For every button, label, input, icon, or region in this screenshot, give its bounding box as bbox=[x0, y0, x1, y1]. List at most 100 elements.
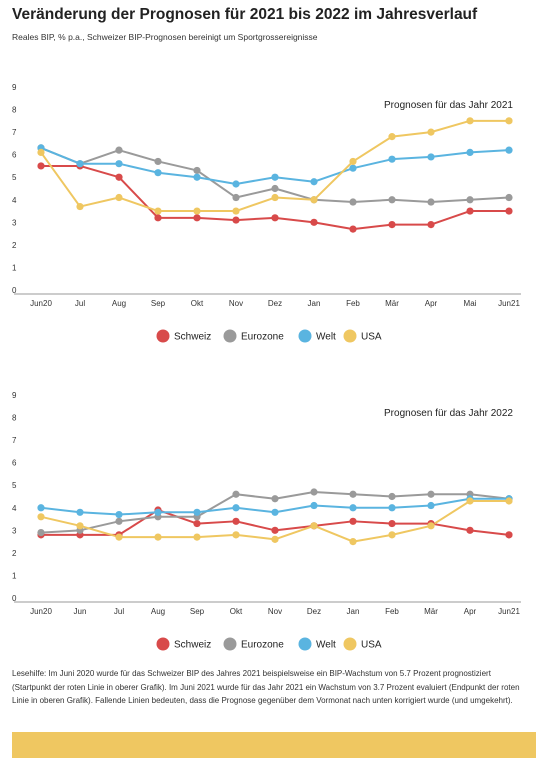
x-tick-label: Jun20 bbox=[30, 299, 52, 308]
data-point-welt bbox=[115, 510, 123, 519]
chart-2021: 0 1 2 3 4 5 6 7 8 9 Jun20 Jul Aug Sep Okt Nov Dez Jan Feb M… bbox=[0, 68, 542, 368]
data-point-usa bbox=[466, 117, 474, 125]
x-tick-label: Jul bbox=[75, 299, 85, 308]
data-point-welt bbox=[154, 508, 162, 516]
y-tick-label: 8 bbox=[12, 414, 17, 423]
data-point-eurozone bbox=[349, 198, 357, 206]
data-point-schweiz bbox=[232, 517, 240, 525]
data-point-schweiz bbox=[37, 162, 45, 170]
data-point-usa bbox=[76, 202, 84, 211]
data-point-schweiz bbox=[349, 517, 357, 525]
data-point-eurozone bbox=[232, 193, 240, 202]
data-point-eurozone bbox=[115, 517, 123, 525]
data-point-usa bbox=[427, 128, 435, 136]
legend-swatch-eurozone bbox=[223, 329, 237, 343]
reading-help-note: Lesehilfe: Im Juni 2020 wurde für das Sc… bbox=[12, 669, 520, 705]
data-point-schweiz bbox=[427, 220, 435, 229]
data-point-welt bbox=[466, 148, 474, 157]
y-tick-label: 0 bbox=[12, 594, 17, 603]
data-point-welt bbox=[505, 146, 513, 154]
x-tick-label: Jun bbox=[74, 607, 87, 616]
data-point-usa bbox=[505, 497, 513, 505]
data-point-eurozone bbox=[388, 196, 396, 204]
data-point-usa bbox=[115, 533, 123, 541]
data-point-schweiz bbox=[271, 526, 279, 534]
x-tick-label: Feb bbox=[385, 607, 399, 616]
data-point-schweiz bbox=[505, 531, 513, 539]
data-point-usa bbox=[232, 207, 240, 215]
legend-swatch-schweiz bbox=[156, 329, 170, 343]
y-tick-label: 9 bbox=[12, 83, 17, 92]
data-point-schweiz bbox=[349, 225, 357, 233]
data-point-eurozone bbox=[232, 490, 240, 498]
page-subtitle: Reales BIP, % p.a., Schweizer BIP-Progno… bbox=[12, 32, 318, 42]
data-point-welt bbox=[154, 169, 162, 177]
legend-swatch-schweiz bbox=[156, 637, 170, 651]
y-tick-label: 4 bbox=[12, 196, 17, 205]
y-tick-label: 5 bbox=[12, 481, 17, 490]
x-tick-label: Jun20 bbox=[30, 607, 52, 616]
legend-label-schweiz: Schweiz bbox=[174, 332, 211, 343]
data-point-eurozone bbox=[310, 488, 318, 496]
y-tick-label: 1 bbox=[12, 263, 17, 272]
data-point-usa bbox=[388, 531, 396, 539]
data-point-eurozone bbox=[427, 490, 435, 498]
x-tick-label: Jan bbox=[347, 607, 360, 616]
x-tick-label: Sep bbox=[151, 299, 166, 308]
x-tick-label: Okt bbox=[230, 607, 243, 616]
y-tick-label: 5 bbox=[12, 173, 17, 182]
x-tick-label: Mai bbox=[464, 299, 477, 308]
data-point-schweiz bbox=[154, 214, 162, 222]
data-point-welt bbox=[193, 173, 201, 181]
y-tick-label: 3 bbox=[12, 218, 17, 227]
y-tick-label: 0 bbox=[12, 286, 17, 295]
data-point-welt bbox=[232, 180, 240, 188]
data-point-usa bbox=[37, 513, 45, 521]
x-tick-label: Nov bbox=[268, 607, 282, 616]
data-point-usa bbox=[466, 497, 474, 505]
legend-swatch-welt bbox=[298, 329, 312, 343]
x-tick-label: Mär bbox=[424, 607, 438, 616]
data-point-eurozone bbox=[271, 495, 279, 503]
data-point-eurozone bbox=[271, 184, 279, 193]
x-tick-label: Jun21 bbox=[498, 299, 520, 308]
y-tick-label: 4 bbox=[12, 504, 17, 513]
chart-2022: 0 1 2 3 4 5 6 7 8 9 Jun20 Jun Jul Aug Sep Okt Nov Dez Jan F… bbox=[0, 376, 542, 676]
legend-swatch-eurozone bbox=[223, 637, 237, 651]
data-point-schweiz bbox=[505, 207, 513, 215]
legend-label-usa: USA bbox=[361, 640, 382, 651]
data-point-schweiz bbox=[271, 214, 279, 222]
data-point-eurozone bbox=[466, 196, 474, 204]
x-tick-label: Dez bbox=[268, 299, 282, 308]
x-tick-label: Okt bbox=[191, 299, 204, 308]
data-point-schweiz bbox=[193, 214, 201, 222]
data-point-eurozone bbox=[37, 528, 45, 537]
data-point-schweiz bbox=[193, 519, 201, 528]
data-point-usa bbox=[505, 117, 513, 125]
y-tick-label: 3 bbox=[12, 526, 17, 535]
data-point-usa bbox=[193, 533, 201, 541]
chart-label: Prognosen für das Jahr 2021 bbox=[384, 100, 513, 111]
data-point-eurozone bbox=[154, 157, 162, 166]
x-tick-label: Nov bbox=[229, 299, 243, 308]
x-tick-label: Jul bbox=[114, 607, 124, 616]
y-tick-label: 2 bbox=[12, 241, 17, 250]
data-point-schweiz bbox=[388, 519, 396, 528]
data-point-usa bbox=[349, 538, 357, 546]
data-point-eurozone bbox=[505, 193, 513, 202]
bottom-accent-bar bbox=[12, 732, 536, 758]
x-tick-label: Apr bbox=[464, 607, 477, 616]
data-point-usa bbox=[154, 207, 162, 215]
data-point-schweiz bbox=[466, 526, 474, 534]
data-point-schweiz bbox=[466, 207, 474, 215]
data-point-welt bbox=[115, 160, 123, 168]
data-point-schweiz bbox=[232, 216, 240, 224]
data-point-usa bbox=[76, 522, 84, 530]
y-tick-label: 6 bbox=[12, 151, 17, 160]
data-point-usa bbox=[37, 148, 45, 157]
data-point-welt bbox=[349, 504, 357, 512]
data-point-usa bbox=[427, 522, 435, 530]
data-point-usa bbox=[310, 522, 318, 530]
legend-label-eurozone: Eurozone bbox=[241, 640, 284, 651]
data-point-welt bbox=[76, 508, 84, 516]
